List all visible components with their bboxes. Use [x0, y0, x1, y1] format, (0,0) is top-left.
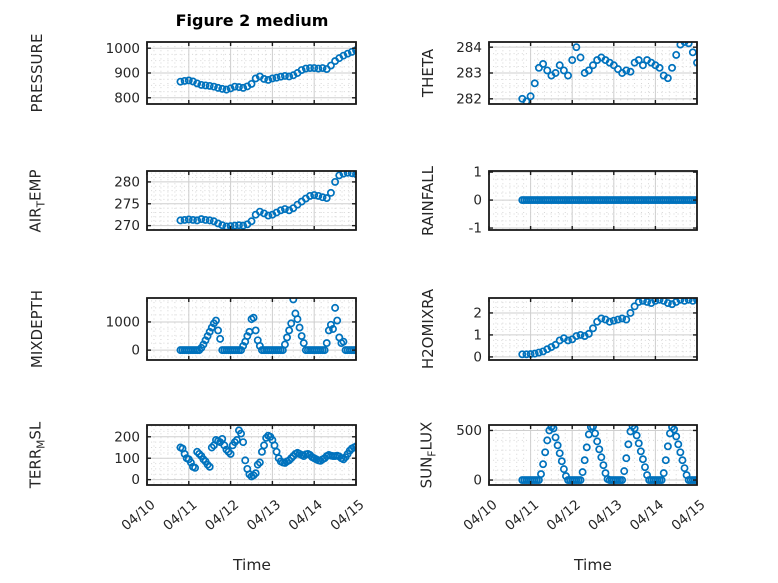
ytick-labels: 0 1 2 — [473, 306, 482, 366]
subplot-rainfall: -1 0 1 — [469, 165, 698, 237]
ytick-label: 0 — [131, 472, 140, 488]
scatter-markers — [518, 425, 697, 484]
ytick-labels: 0 500 — [456, 423, 482, 489]
ytick-label: 100 — [114, 451, 140, 467]
scatter-markers — [518, 42, 697, 104]
ytick-labels: 800 900 1000 — [106, 41, 140, 107]
tick-marks — [146, 425, 357, 485]
figure-title: Figure 2 medium — [175, 11, 329, 30]
axes-frame — [146, 424, 357, 486]
ylabel-air_temp: AIRTEMP — [26, 169, 48, 232]
tick-marks — [146, 298, 357, 360]
ylabel-theta: THETA — [419, 48, 437, 98]
xtick-label: 04/12 — [202, 497, 242, 534]
scatter-markers — [518, 196, 697, 205]
xtick-label: 04/11 — [502, 497, 542, 534]
subplot-air_temp: 270 275 280 — [114, 170, 357, 235]
tick-marks — [146, 42, 357, 104]
scatter-markers — [176, 298, 356, 355]
tick-marks — [488, 171, 698, 230]
xtick-label: 04/14 — [286, 497, 326, 534]
subplot-terr_msl: 0 100 200 04/10 04/11 04/12 04/13 04/14 04/15 — [114, 424, 368, 534]
subplot-h2omixra: 0 1 2 — [473, 297, 698, 366]
major-grid — [147, 42, 356, 104]
ylabel-mixdepth: MIXDEPTH — [28, 289, 46, 369]
xtick-label: 04/10 — [118, 497, 158, 534]
xtick-label: 04/12 — [544, 497, 584, 534]
xtick-label: 04/13 — [585, 497, 625, 534]
ytick-label: 282 — [456, 91, 482, 107]
ytick-label: 900 — [114, 66, 140, 82]
axes-frame — [488, 424, 698, 486]
xtick-label: 04/14 — [627, 497, 667, 534]
subplot-sun_flux: 0 500 04/10 04/11 04/12 04/13 04/14 04/15 — [456, 423, 708, 534]
major-grid — [147, 171, 356, 230]
scatter-markers — [176, 46, 356, 94]
ytick-label: 284 — [456, 40, 482, 56]
minor-grid — [489, 298, 697, 360]
ytick-label: 0 — [473, 473, 482, 489]
ytick-label: -1 — [469, 221, 482, 237]
ylabel-h2omixra: H2OMIXRA — [419, 288, 437, 370]
ytick-label: 283 — [456, 66, 482, 82]
subplot-mixdepth: 0 1000 — [106, 297, 357, 361]
axes-frame — [488, 297, 698, 361]
ytick-label: 1000 — [106, 41, 140, 57]
ytick-label: 0 — [473, 350, 482, 366]
ylabel-sun_flux: SUNFLUX — [417, 421, 439, 489]
tick-marks — [488, 425, 698, 485]
ytick-label: 2 — [473, 306, 482, 322]
xtick-label: 04/11 — [160, 497, 200, 534]
major-grid — [489, 298, 697, 360]
xlabel-time-left: Time — [233, 556, 271, 574]
tick-marks — [488, 298, 698, 360]
ytick-label: 800 — [114, 90, 140, 106]
xtick-label: 04/15 — [668, 497, 708, 534]
xlabel-time-right: Time — [574, 556, 612, 574]
axes-frame — [146, 170, 357, 231]
ytick-labels: 270 275 280 — [114, 175, 140, 235]
ytick-label: 200 — [114, 429, 140, 445]
ytick-labels: 0 1000 — [106, 315, 140, 359]
xtick-label: 04/13 — [244, 497, 284, 534]
ytick-label: 280 — [114, 175, 140, 191]
xtick-label: 04/15 — [327, 497, 367, 534]
ytick-label: 1 — [473, 328, 482, 344]
ytick-label: 0 — [131, 343, 140, 359]
xtick-label: 04/10 — [460, 497, 500, 534]
ytick-label: 0 — [473, 193, 482, 209]
subplot-theta: 282 283 284 — [456, 40, 698, 108]
ytick-label: 1000 — [106, 315, 140, 331]
ytick-labels: 0 100 200 — [114, 429, 140, 488]
axes-frame — [146, 297, 357, 361]
ytick-labels: 282 283 284 — [456, 40, 482, 108]
ylabel-terr_msl: TERRMSL — [26, 421, 48, 489]
scatter-markers — [176, 426, 356, 481]
ylabel-rainfall: RAINFALL — [419, 165, 437, 236]
tick-marks — [146, 171, 357, 230]
scatter-markers — [176, 171, 356, 230]
ytick-label: 270 — [114, 218, 140, 234]
ytick-labels: -1 0 1 — [469, 165, 482, 237]
subplot-pressure: 800 900 1000 — [106, 41, 357, 107]
ytick-label: 1 — [473, 165, 482, 181]
ylabel-pressure: PRESSURE — [28, 33, 46, 113]
xtick-labels: 04/10 04/11 04/12 04/13 04/14 04/15 — [118, 497, 367, 534]
tick-marks — [488, 42, 698, 104]
ytick-label: 275 — [114, 196, 140, 212]
scatter-markers — [518, 298, 697, 359]
xtick-labels: 04/10 04/11 04/12 04/13 04/14 04/15 — [460, 497, 708, 534]
ytick-label: 500 — [456, 423, 482, 439]
